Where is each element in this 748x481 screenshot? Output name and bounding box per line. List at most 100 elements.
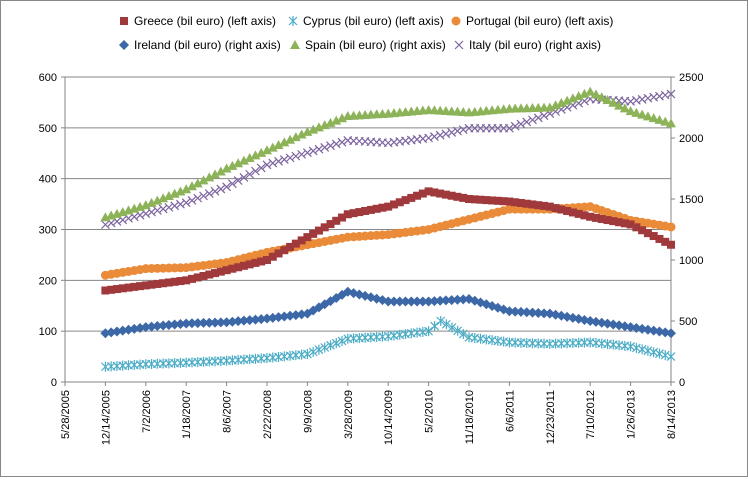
- x-tick-label: 2/22/2008: [262, 390, 274, 439]
- spain-point: [637, 109, 648, 119]
- cyprus-point: [631, 342, 641, 353]
- ireland-point: [238, 315, 249, 326]
- ireland-point: [521, 307, 532, 318]
- greece-point: [563, 206, 572, 215]
- greece-point: [413, 191, 422, 200]
- spain-point: [648, 113, 659, 123]
- greece-point: [107, 285, 116, 294]
- cyprus-point: [637, 344, 647, 355]
- italy-point: [643, 93, 653, 103]
- greece-point: [540, 201, 549, 210]
- italy-point: [631, 95, 641, 105]
- spain-point: [619, 103, 630, 113]
- ireland-point: [435, 295, 446, 306]
- greece-point: [603, 216, 612, 225]
- spain-point: [579, 88, 590, 98]
- spain-point: [654, 114, 665, 124]
- cyprus-point: [430, 321, 440, 332]
- greece-point: [263, 256, 271, 264]
- ireland-point: [417, 296, 428, 307]
- greece-point: [130, 282, 139, 291]
- italy-point: [251, 166, 260, 176]
- italy-point: [320, 142, 330, 152]
- italy-point: [522, 117, 532, 127]
- ireland-point: [146, 321, 157, 332]
- italy-point: [533, 113, 543, 123]
- italy-point: [199, 191, 208, 201]
- ireland-point: [423, 296, 434, 307]
- greece-point: [511, 198, 520, 207]
- spain-point: [238, 155, 249, 165]
- spain-point: [262, 145, 272, 155]
- greece-point: [124, 283, 133, 292]
- italy-point: [176, 199, 185, 209]
- greece-point: [291, 239, 300, 248]
- greece-point: [401, 196, 410, 205]
- italy-point: [458, 125, 468, 135]
- italy-point: [285, 153, 295, 163]
- x-tick-label: 12/23/2011: [545, 390, 557, 444]
- right-tick-label: 2000: [679, 133, 703, 145]
- ireland-point: [140, 322, 151, 333]
- ireland-point: [383, 296, 394, 307]
- cyprus-legend-label: Cyprus (bil euro) (left axis): [303, 14, 444, 28]
- spain-point: [302, 126, 313, 136]
- left-tick-label: 100: [39, 326, 57, 338]
- ireland-point: [158, 320, 169, 331]
- greece-point: [303, 233, 312, 242]
- cyprus-point: [458, 329, 468, 340]
- right-tick-label: 1500: [679, 194, 703, 206]
- spain-point: [567, 93, 578, 103]
- italy-point: [435, 130, 445, 140]
- spain-point: [215, 166, 226, 176]
- italy-point: [170, 201, 180, 211]
- x-tick-label: 5/2/2010: [424, 390, 436, 433]
- ireland-point: [458, 294, 469, 305]
- greece-point: [441, 190, 450, 199]
- ireland-point: [510, 306, 521, 317]
- cyprus-point: [441, 319, 451, 330]
- greece-point: [112, 285, 121, 294]
- greece-point: [591, 213, 600, 222]
- ireland-point: [446, 295, 457, 306]
- ireland-point: [262, 313, 272, 324]
- ireland-point: [515, 306, 526, 317]
- cyprus-point: [302, 349, 312, 360]
- ireland-point: [406, 296, 417, 307]
- greece-point: [609, 217, 618, 226]
- cyprus-point: [326, 340, 335, 351]
- greece-point: [615, 218, 624, 227]
- x-tick-label: 6/6/2011: [504, 390, 516, 432]
- left-tick-label: 300: [39, 225, 57, 237]
- italy-point: [141, 209, 151, 219]
- spain-legend-marker: [290, 40, 300, 49]
- ireland-point: [192, 318, 203, 329]
- spain-point: [285, 134, 296, 144]
- italy-point: [227, 179, 237, 189]
- greece-point: [395, 198, 404, 207]
- italy-point: [256, 163, 266, 173]
- greece-point: [159, 279, 168, 288]
- x-tick-label: 7/2/2006: [141, 390, 153, 433]
- italy-point: [245, 169, 255, 179]
- greece-point: [297, 236, 306, 245]
- spain-point: [602, 95, 613, 105]
- italy-point: [187, 195, 197, 205]
- portugal-legend-label: Portugal (bil euro) (left axis): [466, 14, 613, 28]
- cyprus-point: [649, 347, 659, 358]
- spain-point: [279, 137, 290, 147]
- x-tick-label: 3/28/2009: [343, 390, 355, 439]
- spain-point: [325, 117, 336, 127]
- greece-point: [355, 208, 364, 217]
- ireland-point: [221, 317, 232, 328]
- greece-point: [182, 276, 191, 285]
- spain-point: [666, 118, 676, 128]
- italy-point: [331, 139, 341, 149]
- greece-point: [378, 203, 387, 212]
- spain-point: [290, 132, 301, 142]
- spain-point: [267, 142, 278, 152]
- spain-point: [227, 160, 238, 170]
- ireland-point: [440, 295, 451, 306]
